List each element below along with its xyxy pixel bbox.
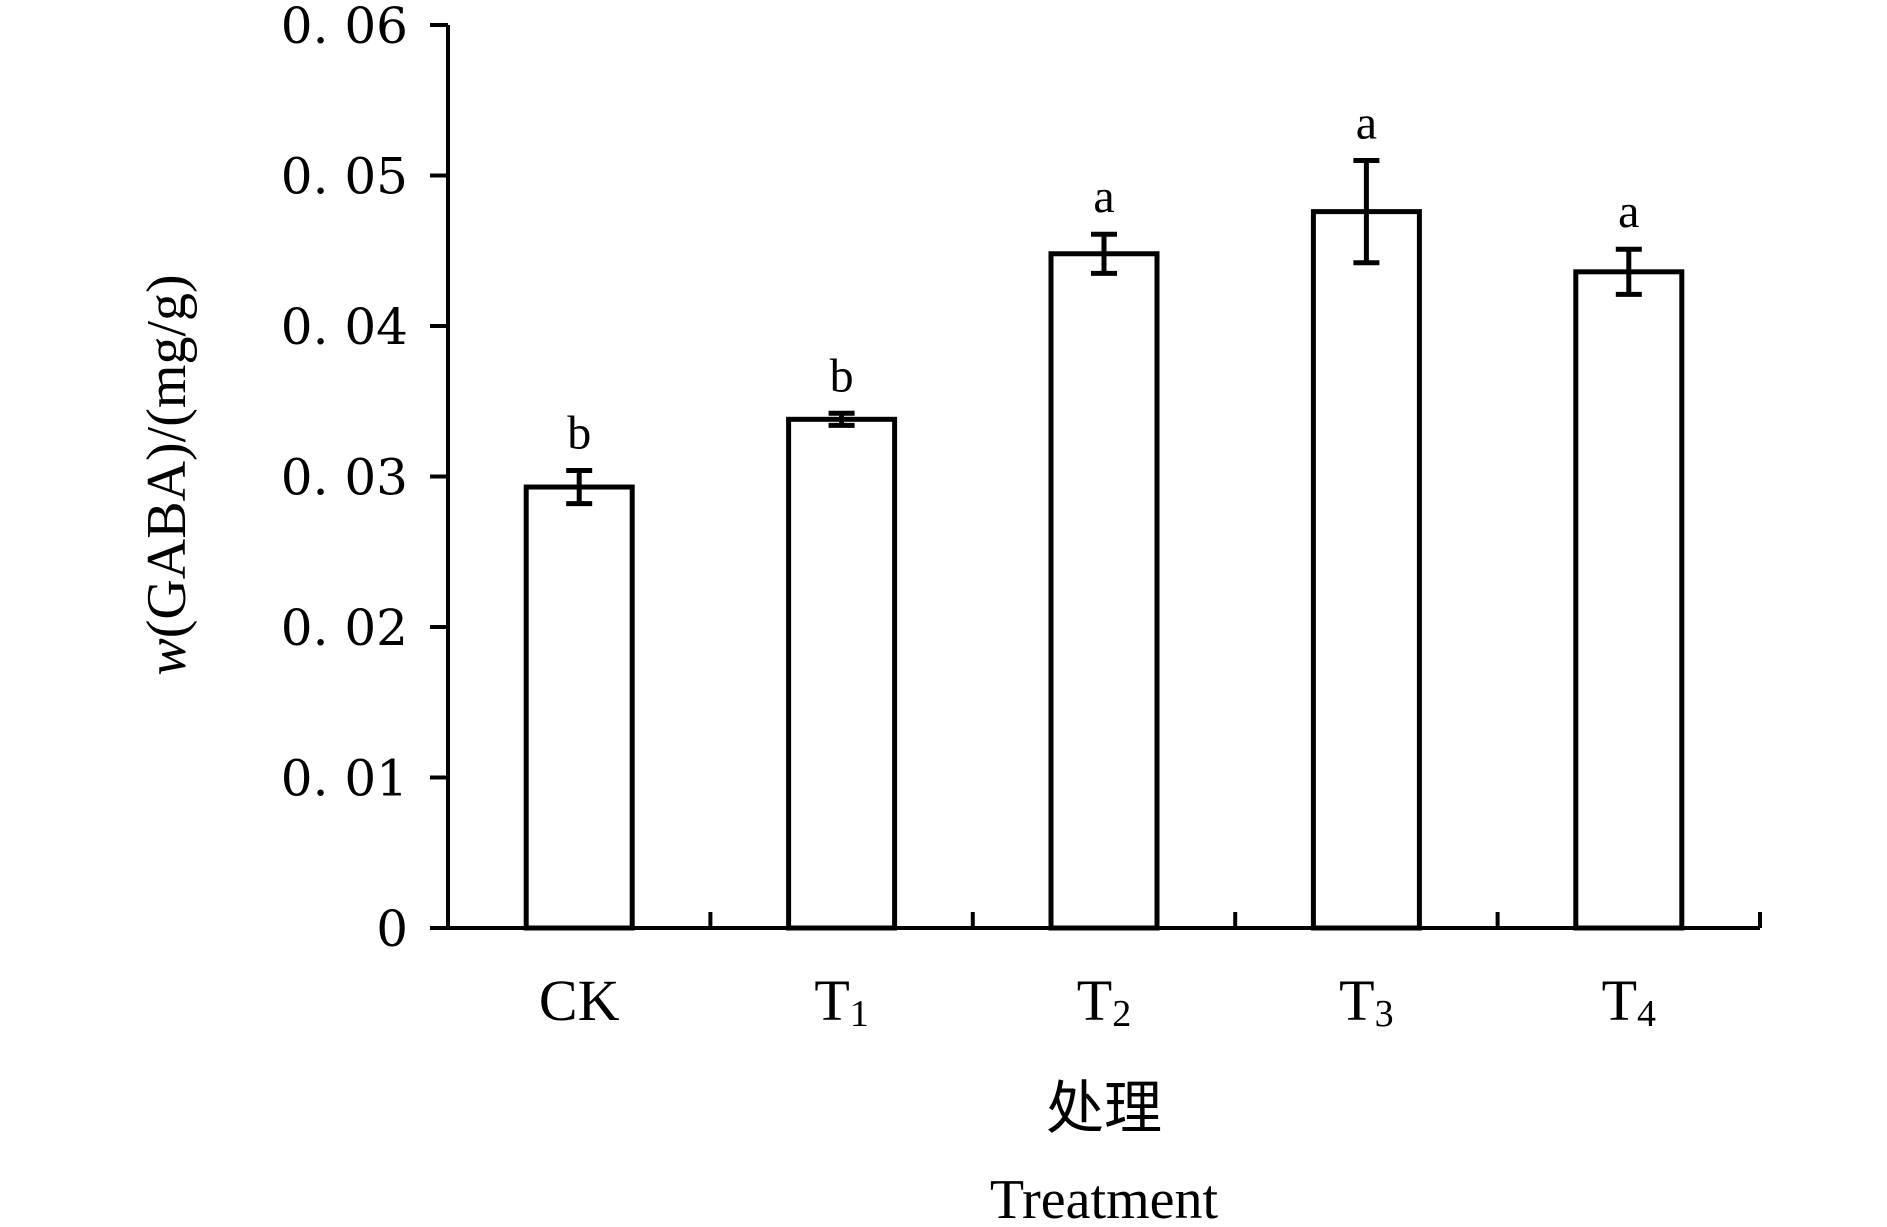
bar xyxy=(1048,251,1160,931)
bar xyxy=(1573,269,1685,931)
y-tick-label: 0. 05 xyxy=(281,148,408,206)
significance-letter: a xyxy=(1618,185,1639,238)
y-tick-label: 0. 02 xyxy=(281,599,408,657)
x-axis-title-english: Treatment xyxy=(990,1169,1219,1227)
y-tick-label: 0 xyxy=(376,900,408,958)
significance-letter: a xyxy=(1093,170,1114,223)
y-axis-title: w(GABA)/(mg/g) xyxy=(136,274,198,675)
x-category-label: T1 xyxy=(814,968,868,1035)
category-subscript: 2 xyxy=(1112,993,1131,1035)
category-base: T xyxy=(1077,968,1112,1033)
category-base: CK xyxy=(539,968,620,1033)
y-tick-label: 0. 03 xyxy=(281,449,408,507)
y-axis: 0 0. 01 0. 02 0. 03 0. 04 0. 05 0. 06 xyxy=(281,0,450,958)
category-subscript: 3 xyxy=(1375,993,1394,1035)
x-category-label: T4 xyxy=(1602,968,1656,1035)
bar xyxy=(523,484,635,931)
y-tick-label: 0. 06 xyxy=(281,0,408,55)
y-tick-label: 0. 01 xyxy=(281,750,408,808)
y-tick-label: 0. 04 xyxy=(281,298,408,356)
category-subscript: 1 xyxy=(850,993,869,1035)
bar xyxy=(1310,209,1422,931)
bar-series xyxy=(523,209,1685,931)
category-subscript: 4 xyxy=(1637,993,1656,1035)
category-base: T xyxy=(1339,968,1374,1033)
category-base: T xyxy=(814,968,849,1033)
significance-letter: b xyxy=(830,349,854,402)
significance-labels: b b a a a xyxy=(567,96,1639,459)
bar xyxy=(786,416,898,931)
x-category-label: T3 xyxy=(1339,968,1393,1035)
x-category-label: CK xyxy=(539,968,620,1033)
x-axis-title-chinese: 处理 xyxy=(1046,1074,1162,1142)
category-base: T xyxy=(1602,968,1637,1033)
significance-letter: b xyxy=(567,406,591,459)
error-bars xyxy=(566,157,1642,507)
x-category-label: T2 xyxy=(1077,968,1131,1035)
significance-letter: a xyxy=(1356,96,1377,149)
